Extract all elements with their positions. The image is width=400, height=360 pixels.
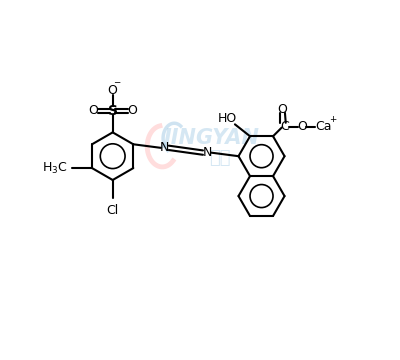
Text: $^{-}$: $^{-}$: [113, 79, 122, 92]
Text: HO: HO: [217, 112, 237, 125]
Text: N: N: [160, 141, 170, 154]
Text: O: O: [298, 120, 307, 133]
Text: O: O: [128, 104, 138, 117]
Text: 精颜: 精颜: [209, 149, 230, 167]
Text: C: C: [280, 120, 289, 133]
Text: Ca: Ca: [315, 120, 331, 133]
Text: O: O: [108, 84, 118, 97]
Text: S: S: [108, 104, 118, 118]
Text: JINGYAN: JINGYAN: [164, 128, 260, 148]
Text: H$_3$C: H$_3$C: [42, 161, 68, 176]
Text: $^{+}$: $^{+}$: [329, 115, 338, 128]
Text: Cl: Cl: [106, 204, 119, 217]
Text: O: O: [88, 104, 98, 117]
Text: N: N: [202, 146, 212, 159]
Text: O: O: [278, 103, 288, 116]
